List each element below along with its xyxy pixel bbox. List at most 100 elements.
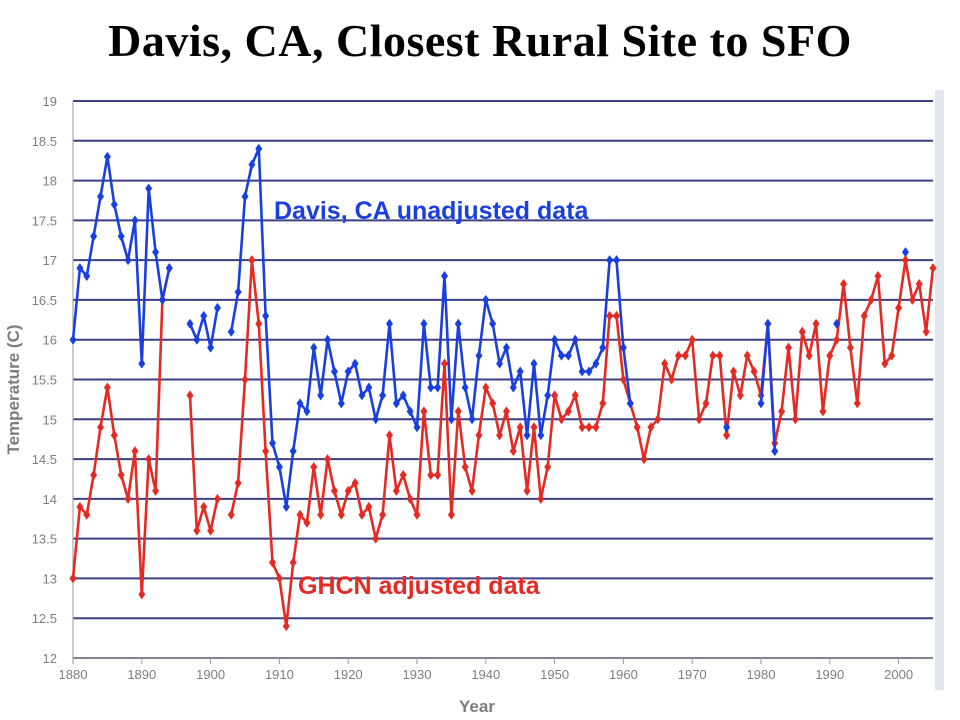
data-point	[688, 334, 696, 345]
data-point	[709, 350, 717, 361]
data-point	[516, 366, 524, 377]
data-point	[379, 390, 387, 401]
data-point	[757, 398, 765, 409]
data-point	[413, 422, 421, 433]
data-point	[454, 318, 462, 329]
data-point	[901, 255, 909, 266]
data-point	[262, 446, 270, 457]
data-point	[269, 557, 277, 568]
data-point	[798, 326, 806, 337]
data-point	[117, 231, 125, 242]
data-point	[207, 342, 215, 353]
data-point	[461, 382, 469, 393]
x-tick-label: 1950	[540, 667, 569, 682]
data-point	[330, 366, 338, 377]
y-tick-label: 12	[43, 651, 57, 666]
data-point	[791, 414, 799, 425]
data-point	[337, 398, 345, 409]
x-tick-label: 1970	[678, 667, 707, 682]
data-point	[778, 406, 786, 417]
data-point	[805, 350, 813, 361]
data-point	[117, 469, 125, 480]
data-point	[729, 366, 737, 377]
data-point	[901, 247, 909, 258]
data-point	[812, 318, 820, 329]
data-point	[826, 350, 834, 361]
data-point	[434, 469, 442, 480]
data-point	[716, 350, 724, 361]
data-point	[69, 334, 77, 345]
series-adjusted	[69, 255, 937, 632]
data-point	[626, 398, 634, 409]
data-point	[895, 302, 903, 313]
data-point	[282, 621, 290, 632]
data-point	[509, 446, 517, 457]
data-point	[447, 509, 455, 520]
data-point	[578, 422, 586, 433]
data-point	[530, 422, 538, 433]
data-point	[613, 310, 621, 321]
data-point	[152, 247, 160, 258]
data-point	[468, 485, 476, 496]
data-point	[193, 525, 201, 536]
data-point	[874, 271, 882, 282]
data-point	[537, 430, 545, 441]
x-tick-label: 1890	[127, 667, 156, 682]
data-point	[165, 263, 173, 274]
data-point	[544, 462, 552, 473]
data-point	[840, 279, 848, 290]
data-point	[475, 430, 483, 441]
data-point	[90, 469, 98, 480]
data-point	[200, 501, 208, 512]
data-point	[131, 446, 139, 457]
data-point	[434, 382, 442, 393]
data-point	[248, 159, 256, 170]
data-point	[468, 414, 476, 425]
y-tick-label: 15	[43, 412, 57, 427]
x-tick-label: 1960	[609, 667, 638, 682]
data-point	[771, 446, 779, 457]
data-point	[482, 382, 490, 393]
data-point	[557, 414, 565, 425]
plot-shadow	[935, 90, 944, 690]
data-point	[358, 509, 366, 520]
data-point	[860, 310, 868, 321]
data-point	[227, 326, 235, 337]
data-point	[275, 462, 283, 473]
chart-title: Davis, CA, Closest Rural Site to SFO	[108, 15, 852, 66]
data-point	[138, 589, 146, 600]
data-point	[551, 334, 559, 345]
data-point	[379, 509, 387, 520]
data-point	[351, 358, 359, 369]
x-tick-label: 1990	[815, 667, 844, 682]
data-point	[523, 430, 531, 441]
data-point	[234, 477, 242, 488]
data-point	[681, 350, 689, 361]
data-point	[654, 414, 662, 425]
series-unadjusted	[69, 143, 909, 512]
data-point	[248, 255, 256, 266]
y-tick-label: 18.5	[32, 134, 57, 149]
data-point	[207, 525, 215, 536]
data-point	[317, 509, 325, 520]
data-point	[585, 422, 593, 433]
data-point	[619, 374, 627, 385]
data-point	[262, 310, 270, 321]
data-point	[392, 398, 400, 409]
y-tick-label: 12.5	[32, 611, 57, 626]
data-point	[922, 326, 930, 337]
data-point	[103, 382, 111, 393]
annotation-adjusted: GHCN adjusted data	[298, 572, 541, 600]
data-point	[447, 414, 455, 425]
data-point	[571, 390, 579, 401]
data-point	[702, 398, 710, 409]
y-tick-label: 19	[43, 94, 57, 109]
data-point	[131, 215, 139, 226]
data-point	[145, 454, 153, 465]
data-point	[461, 462, 469, 473]
y-tick-label: 13	[43, 571, 57, 586]
data-point	[213, 493, 221, 504]
data-point	[200, 310, 208, 321]
data-point	[853, 398, 861, 409]
data-point	[785, 342, 793, 353]
